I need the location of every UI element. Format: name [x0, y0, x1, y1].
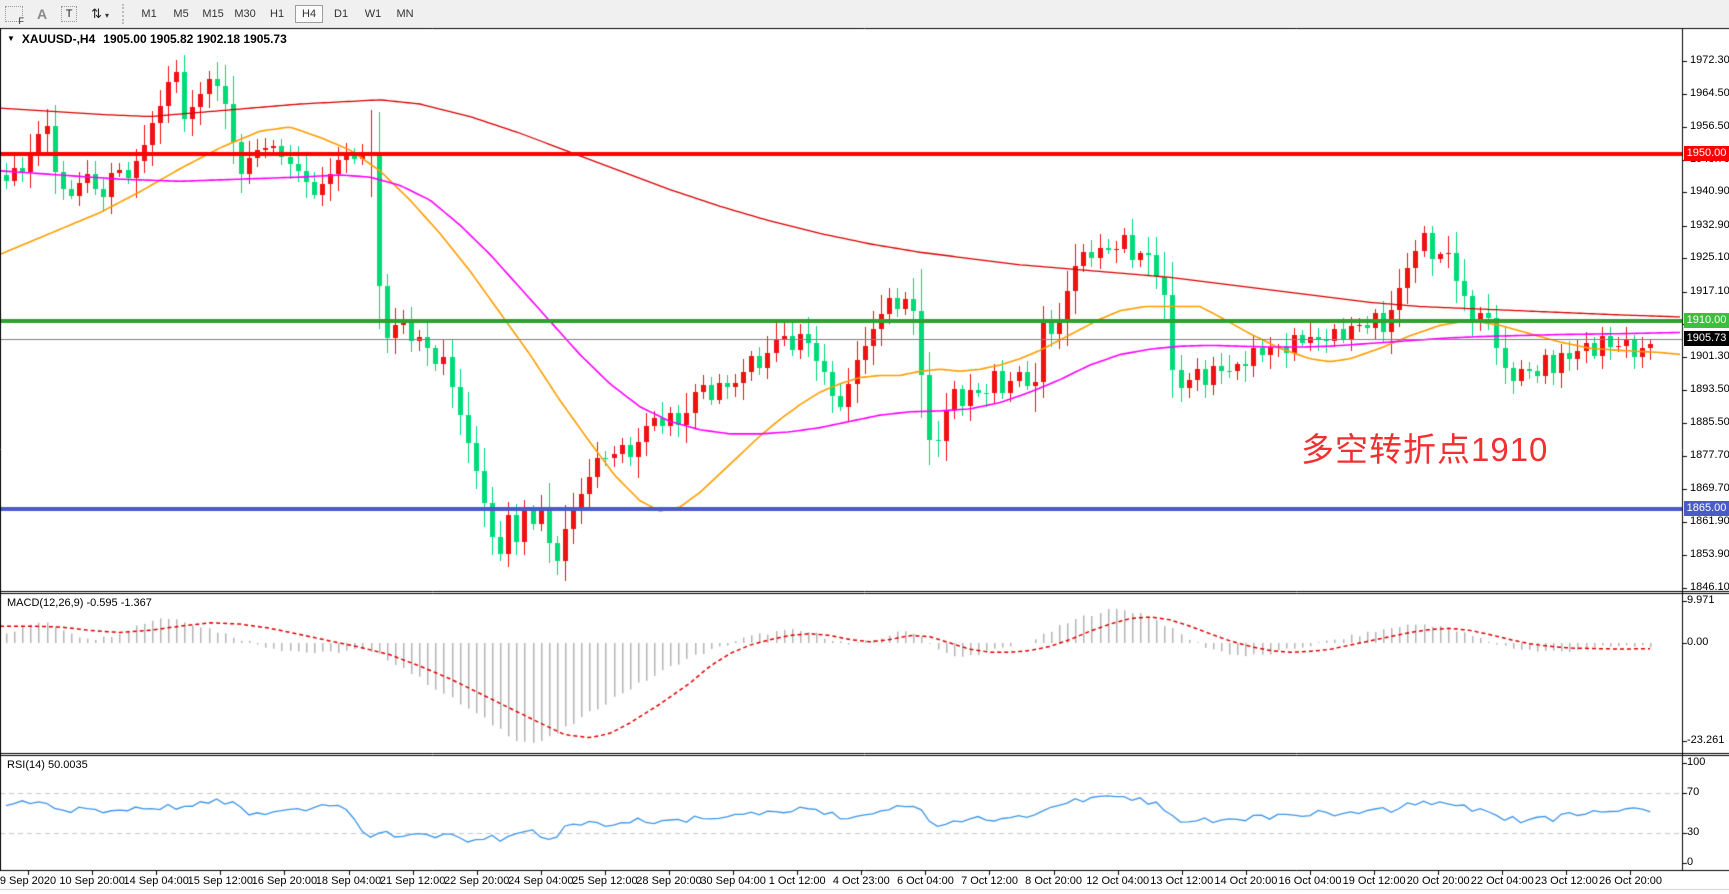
time-label-3: 15 Sep 12:00: [187, 875, 254, 887]
rsi-tick-100: 100: [1687, 756, 1706, 768]
tf-button-H1[interactable]: H1: [270, 7, 285, 20]
time-label-24: 23 Oct 12:00: [1534, 875, 1598, 887]
chart-title: ▼ XAUUSD-,H4 1905.00 1905.82 1902.18 1905.…: [7, 32, 287, 46]
rsi-tick-30: 30: [1687, 826, 1700, 838]
time-label-21: 19 Oct 12:00: [1342, 875, 1406, 887]
time-label-1: 10 Sep 20:00: [59, 875, 125, 887]
time-label-18: 13 Oct 12:00: [1150, 875, 1214, 887]
rsi-label: RSI(14) 50.0035: [7, 759, 88, 771]
time-label-23: 22 Oct 04:00: [1470, 875, 1534, 887]
symbol-dropdown-icon[interactable]: ▼: [7, 34, 15, 43]
price-tick-1861.90: 1861.90: [1690, 515, 1729, 528]
time-label-25: 26 Oct 20:00: [1599, 875, 1662, 887]
price-tick-1877.70: 1877.70: [1690, 449, 1729, 462]
time-label-14: 6 Oct 04:00: [896, 875, 954, 887]
time-label-15: 7 Oct 12:00: [961, 875, 1018, 887]
price-tick-1901.30: 1901.30: [1690, 350, 1729, 363]
toolbar-separator: [122, 3, 127, 24]
price-badge-1910.00: 1910.00: [1684, 313, 1729, 329]
tf-button-W1[interactable]: W1: [364, 7, 382, 20]
tf-button-M1[interactable]: M1: [141, 7, 157, 20]
tf-button-H4[interactable]: H4: [295, 4, 324, 23]
font-tool-icon[interactable]: A: [37, 5, 48, 22]
tf-button-M30[interactable]: M30: [234, 7, 256, 20]
price-tick-1846.10: 1846.10: [1690, 581, 1729, 593]
tf-button-M5[interactable]: M5: [173, 7, 189, 20]
chevron-down-icon[interactable]: ▾: [105, 10, 110, 20]
rsi-tick-70: 70: [1687, 786, 1700, 798]
tf-button-M15[interactable]: M15: [202, 7, 224, 20]
macd-tick--23.261: -23.261: [1687, 733, 1725, 746]
time-label-20: 16 Oct 04:00: [1278, 875, 1342, 887]
price-tick-1925.10: 1925.10: [1690, 251, 1729, 264]
price-tick-1853.90: 1853.90: [1690, 548, 1729, 561]
price-tick-1956.50: 1956.50: [1690, 119, 1729, 132]
price-tick-1917.10: 1917.10: [1690, 284, 1729, 297]
price-tick-1964.50: 1964.50: [1690, 86, 1729, 99]
price-tick-1893.50: 1893.50: [1690, 383, 1729, 396]
time-label-8: 24 Sep 04:00: [508, 875, 574, 887]
tf-button-MN[interactable]: MN: [396, 7, 414, 20]
macd-tick-0.00: 0.00: [1687, 636, 1709, 648]
ohlc-label: 1905.00 1905.82 1902.18 1905.73: [103, 32, 287, 46]
price-tick-1869.70: 1869.70: [1690, 482, 1729, 495]
price-badge-1950.00: 1950.00: [1684, 146, 1729, 162]
time-label-19: 14 Oct 20:00: [1214, 875, 1278, 887]
price-tick-1972.30: 1972.30: [1690, 54, 1729, 66]
chart-annotation-text[interactable]: 多空转折点1910: [1301, 431, 1549, 468]
time-label-17: 12 Oct 04:00: [1086, 875, 1150, 887]
toolbar: F A T ⇅ ▾ M1 M5 M15 M30 H1 H4 D1 W1 MN: [0, 0, 1729, 28]
arrange-arrows-icon[interactable]: ⇅: [91, 5, 103, 21]
price-badge-1905.73: 1905.73: [1684, 330, 1729, 346]
time-label-11: 30 Sep 04:00: [700, 875, 766, 887]
time-label-2: 14 Sep 04:00: [123, 875, 189, 887]
time-label-12: 1 Oct 12:00: [768, 875, 826, 887]
time-label-0: 9 Sep 2020: [0, 875, 57, 887]
price-badge-1865.00: 1865.00: [1684, 501, 1729, 517]
time-label-13: 4 Oct 23:00: [832, 875, 890, 887]
time-label-6: 21 Sep 12:00: [379, 875, 446, 887]
time-label-5: 18 Sep 04:00: [315, 875, 382, 887]
price-tick-1940.90: 1940.90: [1690, 185, 1729, 198]
text-tool-icon[interactable]: T: [61, 5, 78, 22]
time-label-16: 8 Oct 20:00: [1025, 875, 1083, 887]
price-tick-1932.90: 1932.90: [1690, 218, 1729, 231]
time-label-10: 28 Sep 20:00: [636, 875, 702, 887]
tf-button-D1[interactable]: D1: [334, 7, 349, 20]
macd-tick-9.971: 9.971: [1687, 594, 1715, 607]
symbol-period-label: XAUUSD-,H4: [21, 32, 96, 46]
time-label-4: 16 Sep 20:00: [251, 875, 318, 887]
time-label-7: 22 Sep 20:00: [443, 875, 510, 887]
time-label-9: 25 Sep 12:00: [572, 875, 638, 887]
timeframe-group: M1 M5 M15 M30 H1 H4 D1 W1 MN: [135, 4, 423, 23]
arrange-tool-icon[interactable]: ⇅ ▾: [91, 6, 109, 22]
price-tick-1885.50: 1885.50: [1690, 416, 1729, 429]
chart-grid-icon[interactable]: F: [5, 5, 24, 26]
time-label-22: 20 Oct 20:00: [1406, 875, 1470, 887]
macd-label: MACD(12,26,9) -0.595 -1.367: [7, 597, 152, 609]
rsi-tick-0: 0: [1687, 856, 1694, 868]
